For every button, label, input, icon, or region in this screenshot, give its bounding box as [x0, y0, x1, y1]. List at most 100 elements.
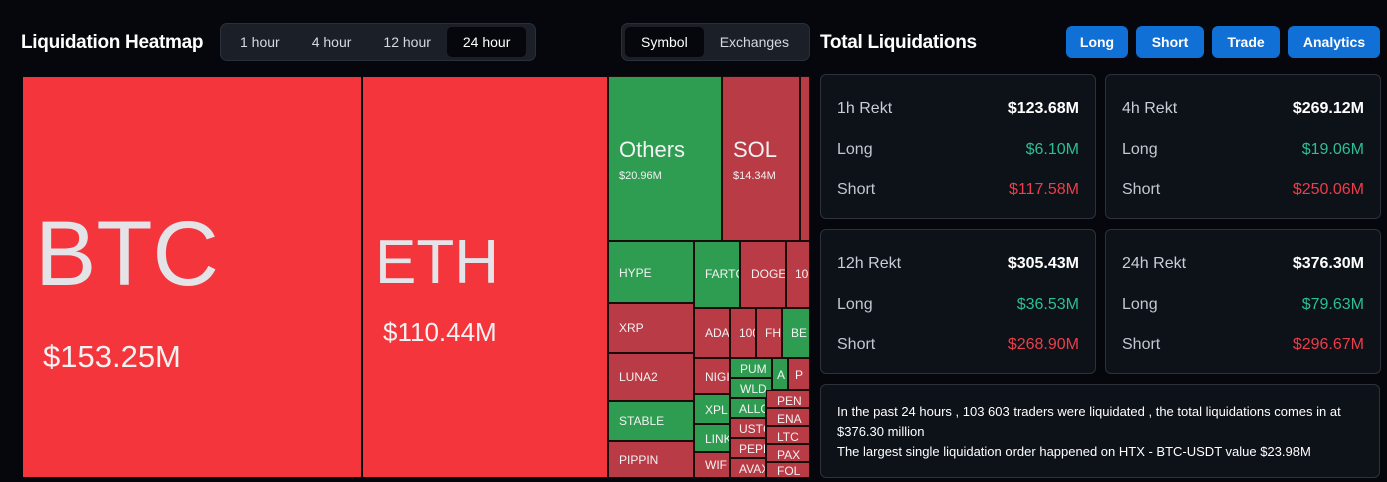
heatmap-tile-night[interactable]: NIGI	[694, 358, 730, 394]
heatmap-tile-ada[interactable]: ADA	[694, 308, 730, 358]
tile-symbol: PIPPIN	[619, 453, 659, 467]
tile-symbol: USTC	[739, 422, 765, 436]
heatmap-tile-stable[interactable]: STABLE	[608, 401, 694, 441]
heatmap-tile-ena[interactable]: ENA	[766, 408, 810, 426]
tab-1-hour[interactable]: 1 hour	[240, 34, 280, 50]
tile-symbol: LINK	[705, 432, 730, 446]
heatmap-tile-others[interactable]: Others $20.96M	[608, 76, 722, 241]
heatmap-tile-paxg[interactable]: PAX	[766, 444, 810, 462]
heatmap-tile-be[interactable]: BE	[782, 308, 810, 358]
heatmap-tile-ustc[interactable]: USTC	[730, 418, 766, 438]
heatmap-tile-btc[interactable]: BTC $153.25M	[22, 76, 362, 478]
heatmap-tile-ltc[interactable]: LTC	[766, 426, 810, 444]
tile-symbol: 100	[739, 326, 755, 340]
tab-symbol[interactable]: Symbol	[625, 27, 704, 57]
stat-card-24h: 24h Rekt $376.30M Long $79.63M Short $296.6…	[1105, 229, 1381, 374]
tile-symbol: PEPE	[739, 442, 765, 456]
card-total: $376.30M	[1292, 255, 1364, 272]
tile-symbol: ETH	[375, 228, 499, 297]
tab-24-hour[interactable]: 24 hour	[446, 27, 527, 57]
tile-value: $20.96M	[619, 170, 662, 182]
heatmap-tile-wif[interactable]: WIF	[694, 452, 730, 478]
card-long-label: Long	[837, 141, 873, 158]
card-short-label: Short	[1122, 336, 1161, 353]
heatmap-tile-sol[interactable]: SOL $14.34M	[722, 76, 800, 241]
tile-symbol: ALLO	[739, 402, 765, 416]
tile-symbol: WLD	[740, 382, 767, 396]
heatmap-tile-pepe[interactable]: PEPE	[730, 438, 766, 458]
tile-symbol: P	[795, 368, 804, 382]
card-short-label: Short	[837, 336, 876, 353]
heatmap-tile-link[interactable]: LINK	[694, 424, 730, 452]
tile-symbol: LTC	[777, 430, 799, 444]
tile-symbol: 10	[795, 267, 809, 281]
heatmap-tile-fol[interactable]: FOL	[766, 462, 810, 478]
tile-value: $110.44M	[383, 317, 497, 347]
card-short-label: Short	[837, 181, 876, 198]
card-total: $269.12M	[1292, 100, 1364, 117]
long-button[interactable]: Long	[1066, 26, 1128, 58]
heatmap-tile-pump[interactable]: PUM	[730, 358, 772, 378]
liquidation-summary: In the past 24 hours , 103 603 traders w…	[820, 384, 1380, 478]
tile-symbol: XPL	[705, 403, 728, 417]
card-period: 24h Rekt	[1122, 255, 1187, 272]
heatmap-tile-xpl[interactable]: XPL	[694, 394, 730, 424]
card-short-value: $117.58M	[1009, 181, 1079, 198]
heatmap-tile-fartcoin[interactable]: FARTC	[694, 241, 740, 308]
heatmap-tile-small[interactable]	[800, 76, 810, 241]
card-short-value: $250.06M	[1292, 181, 1364, 198]
tile-symbol: FH	[765, 326, 781, 340]
card-period: 12h Rekt	[837, 255, 902, 272]
tile-symbol: BTC	[35, 203, 219, 305]
stat-card-1h: 1h Rekt $123.68M Long $6.10M Short $117.58M	[820, 74, 1096, 219]
card-long-label: Long	[1122, 141, 1158, 158]
heatmap-tile-1000[interactable]: 100	[730, 308, 756, 358]
heatmap-tile-a[interactable]: A	[772, 358, 788, 390]
card-period: 1h Rekt	[837, 100, 893, 117]
heatmap-tile-hype[interactable]: HYPE	[608, 241, 694, 303]
heatmap-tile-xrp[interactable]: XRP	[608, 303, 694, 353]
heatmap-tile-1000x[interactable]: 10	[786, 241, 810, 308]
tab-4-hour[interactable]: 4 hour	[311, 34, 352, 50]
tile-value: $14.34M	[733, 170, 776, 182]
card-long-label: Long	[1122, 296, 1158, 313]
card-total: $123.68M	[1007, 100, 1079, 117]
tile-symbol: LUNA2	[619, 370, 658, 384]
tile-symbol: Others	[619, 137, 686, 162]
heatmap-tile-p[interactable]: P	[788, 358, 810, 390]
trade-button[interactable]: Trade	[1212, 26, 1280, 58]
stat-card-4h: 4h Rekt $269.12M Long $19.06M Short $250.06…	[1105, 74, 1381, 219]
card-short-label: Short	[1122, 181, 1161, 198]
analytics-button[interactable]: Analytics	[1288, 26, 1380, 58]
card-total: $305.43M	[1007, 255, 1079, 272]
heatmap-tile-pengu[interactable]: PEN	[766, 390, 810, 408]
tab-12-hour[interactable]: 12 hour	[383, 34, 431, 50]
tile-symbol: ENA	[777, 412, 802, 426]
tile-symbol: PEN	[777, 394, 802, 408]
heatmap-tile-avax[interactable]: AVAX	[730, 458, 766, 478]
heatmap-tile-fh[interactable]: FH	[756, 308, 782, 358]
card-long-value: $79.63M	[1301, 296, 1364, 313]
tile-symbol: FARTC	[705, 267, 739, 281]
tab-exchanges[interactable]: Exchanges	[719, 34, 789, 50]
heatmap-tile-wld[interactable]: WLD	[730, 378, 772, 398]
heatmap-tile-eth[interactable]: ETH $110.44M	[362, 76, 608, 478]
tile-symbol: SOL	[733, 137, 778, 162]
tile-symbol: A	[777, 368, 786, 382]
time-range-tabs: 1 hour 4 hour 12 hour 24 hour	[220, 23, 536, 61]
tile-symbol: XRP	[619, 321, 644, 335]
tile-symbol: BE	[791, 326, 808, 340]
totals-title: Total Liquidations	[820, 32, 977, 53]
card-short-value: $268.90M	[1007, 336, 1079, 353]
tile-symbol: STABLE	[619, 414, 665, 428]
heatmap-tile-luna2[interactable]: LUNA2	[608, 353, 694, 401]
heatmap-tile-doge[interactable]: DOGE	[740, 241, 786, 308]
tile-value: $153.25M	[43, 339, 181, 374]
card-long-value: $36.53M	[1016, 296, 1079, 313]
heatmap-tile-allo[interactable]: ALLO	[730, 398, 766, 418]
view-tabs: Symbol Exchanges	[621, 23, 810, 61]
short-button[interactable]: Short	[1136, 26, 1204, 58]
heatmap-tile-pippin[interactable]: PIPPIN	[608, 441, 694, 478]
card-long-value: $6.10M	[1025, 141, 1079, 158]
card-long-value: $19.06M	[1301, 141, 1364, 158]
